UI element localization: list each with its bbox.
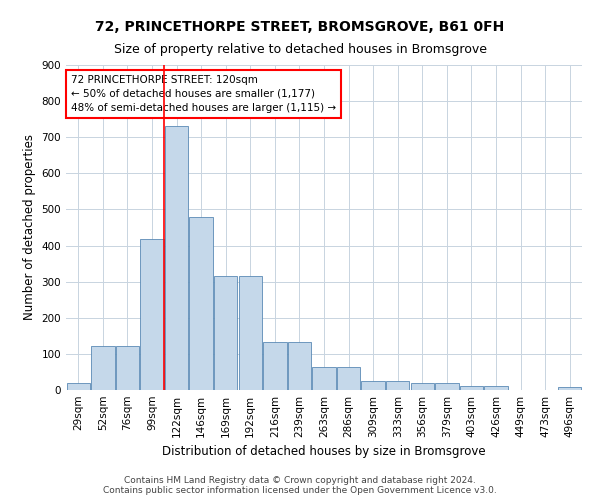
Bar xyxy=(386,381,409,390)
Bar xyxy=(91,346,115,390)
Bar xyxy=(484,386,508,390)
Bar xyxy=(361,381,385,390)
Bar xyxy=(239,276,262,390)
Text: 72 PRINCETHORPE STREET: 120sqm
← 50% of detached houses are smaller (1,177)
48% : 72 PRINCETHORPE STREET: 120sqm ← 50% of … xyxy=(71,74,336,113)
Bar xyxy=(337,366,360,390)
Bar xyxy=(67,383,90,390)
Bar xyxy=(165,126,188,390)
Bar xyxy=(313,366,335,390)
Text: 72, PRINCETHORPE STREET, BROMSGROVE, B61 0FH: 72, PRINCETHORPE STREET, BROMSGROVE, B61… xyxy=(95,20,505,34)
Bar xyxy=(460,386,483,390)
Bar xyxy=(558,387,581,390)
Bar xyxy=(410,383,434,390)
Bar xyxy=(214,276,238,390)
Text: Contains HM Land Registry data © Crown copyright and database right 2024.
Contai: Contains HM Land Registry data © Crown c… xyxy=(103,476,497,495)
Bar xyxy=(263,342,287,390)
Bar xyxy=(435,383,458,390)
Bar xyxy=(190,216,213,390)
Bar xyxy=(116,346,139,390)
Y-axis label: Number of detached properties: Number of detached properties xyxy=(23,134,36,320)
Bar xyxy=(140,239,164,390)
Text: Size of property relative to detached houses in Bromsgrove: Size of property relative to detached ho… xyxy=(113,42,487,56)
X-axis label: Distribution of detached houses by size in Bromsgrove: Distribution of detached houses by size … xyxy=(162,446,486,458)
Bar xyxy=(288,342,311,390)
